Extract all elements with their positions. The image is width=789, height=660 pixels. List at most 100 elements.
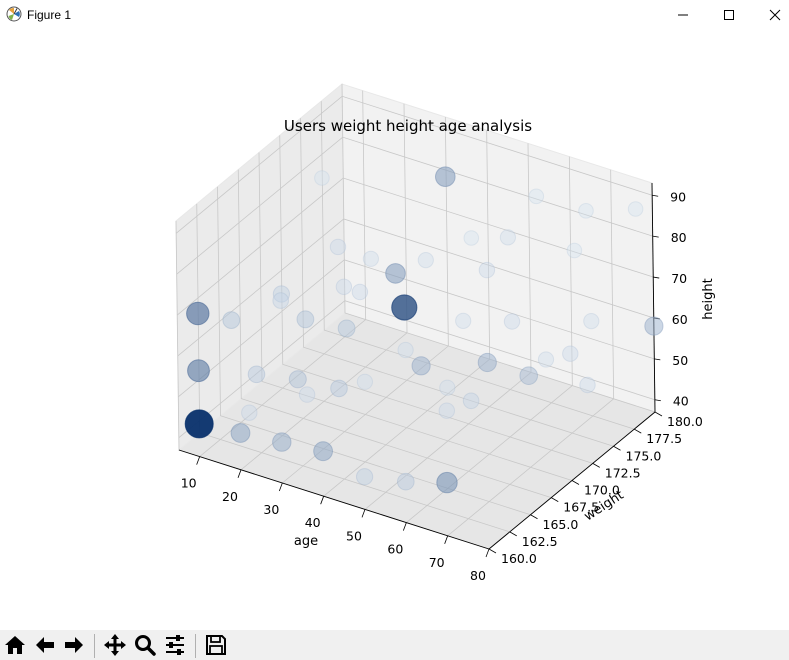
data-point <box>417 252 434 269</box>
y-grid-line <box>237 169 552 499</box>
y-tick-mark <box>592 463 600 468</box>
z-tick-label: 50 <box>672 353 688 368</box>
y-tick-mark <box>530 514 538 520</box>
data-point <box>411 356 431 376</box>
y-tick-label: 165.0 <box>543 517 579 532</box>
data-point <box>503 313 521 330</box>
data-point <box>356 373 373 390</box>
z-axis-line <box>651 182 656 413</box>
data-point <box>385 263 406 284</box>
y-tick-mark <box>613 445 621 451</box>
z-tick-mark <box>654 399 661 402</box>
zoom-icon <box>135 635 156 656</box>
navigation-toolbar <box>0 630 789 660</box>
y-tick-label: 175.0 <box>626 448 662 463</box>
x-tick-mark <box>278 482 283 492</box>
save-button[interactable] <box>202 631 230 659</box>
data-point <box>562 345 579 362</box>
data-point <box>566 242 583 259</box>
data-point <box>330 379 348 398</box>
y-tick-mark <box>654 411 663 417</box>
y-grid-line <box>320 101 635 430</box>
maximize-icon <box>724 10 734 20</box>
z-tick-mark <box>652 235 659 238</box>
data-point <box>288 370 307 389</box>
move-icon <box>104 634 126 656</box>
z-grid-line <box>178 259 655 398</box>
toolbar-separator <box>195 634 196 658</box>
maximize-button[interactable] <box>706 0 752 30</box>
y-grid-line <box>258 152 573 481</box>
data-point <box>397 472 415 491</box>
x-tick-mark <box>444 535 449 544</box>
y-tick-label: 180.0 <box>667 414 703 429</box>
window-titlebar: Figure 1 <box>0 0 789 30</box>
configure-subplots-button[interactable] <box>161 631 189 659</box>
zoom-button[interactable] <box>131 631 159 659</box>
data-point <box>579 376 596 394</box>
close-button[interactable] <box>752 0 789 30</box>
data-point <box>436 471 458 494</box>
y-grid-line <box>300 118 614 447</box>
x-tick-mark <box>485 548 490 558</box>
data-point <box>397 341 414 359</box>
z-axis-label: height <box>701 278 716 319</box>
pan-button[interactable] <box>101 631 129 659</box>
minimize-button[interactable] <box>660 0 706 30</box>
data-point <box>335 278 353 295</box>
data-point <box>627 201 644 217</box>
floppy-disk-icon <box>206 635 226 655</box>
z-tick-label: 70 <box>671 271 687 286</box>
z-tick-label: 80 <box>671 230 687 245</box>
forward-button[interactable] <box>60 631 88 659</box>
axis-panes <box>175 82 657 550</box>
x-tick-mark <box>361 509 366 518</box>
arrow-left-icon <box>36 637 54 653</box>
x-tick-mark <box>320 496 325 505</box>
z-grid-line <box>177 218 654 357</box>
home-icon <box>5 636 25 654</box>
data-point <box>499 229 516 246</box>
x-axis-label: age <box>294 534 318 549</box>
x-tick-mark <box>402 522 407 531</box>
data-point <box>337 319 356 338</box>
z-tick-mark <box>654 358 661 361</box>
z-tick-label: 40 <box>673 394 689 409</box>
y-grid-line <box>217 186 531 516</box>
y-tick-label: 177.5 <box>646 431 682 446</box>
y-tick-mark <box>634 428 642 434</box>
y-grid-line <box>341 83 656 413</box>
data-point <box>241 404 258 421</box>
y-tick-label: 172.5 <box>605 465 641 480</box>
y-tick-mark <box>551 497 559 502</box>
data-point <box>272 432 292 452</box>
data-point <box>272 292 290 309</box>
x-tick-mark <box>196 456 201 465</box>
data-point <box>439 379 456 396</box>
y-tick-label: 167.5 <box>563 500 599 515</box>
y-tick-label: 170.0 <box>584 483 620 498</box>
axis-lines <box>178 182 663 558</box>
x-tick-label: 80 <box>470 568 486 583</box>
x-tick-label: 20 <box>222 489 238 504</box>
matplotlib-logo-icon <box>6 6 22 22</box>
data-point <box>537 351 555 368</box>
data-point <box>356 468 374 486</box>
data-point <box>247 365 266 384</box>
data-point <box>477 352 497 373</box>
data-point <box>528 188 545 205</box>
toolbar-separator <box>94 634 95 658</box>
back-button[interactable] <box>31 631 59 659</box>
home-button[interactable] <box>1 631 29 659</box>
y-tick-mark <box>571 480 580 485</box>
z-grid-line <box>176 177 654 316</box>
y-grid-line <box>279 135 593 464</box>
arrow-right-icon <box>65 637 83 653</box>
data-point <box>462 392 480 410</box>
data-point <box>186 301 210 326</box>
scatter-3d-chart: 10 20 30 40 50 60 70 80 160.0 162.5 165.0 167.5 170.… <box>175 82 716 583</box>
data-point <box>644 316 664 336</box>
data-point <box>329 238 347 256</box>
z-tick-label: 90 <box>670 189 686 204</box>
figure-canvas[interactable]: 10 20 30 40 50 60 70 80 160.0 162.5 165.0 167.5 170.… <box>0 30 789 630</box>
